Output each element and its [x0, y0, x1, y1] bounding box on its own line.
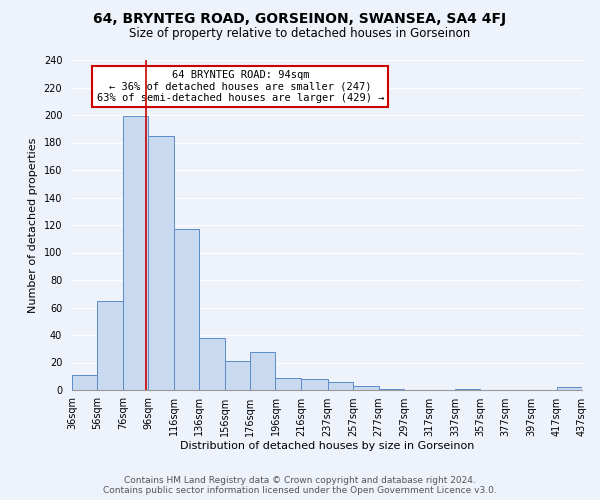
Bar — [301, 379, 328, 390]
Text: 64 BRYNTEG ROAD: 94sqm
← 36% of detached houses are smaller (247)
63% of semi-de: 64 BRYNTEG ROAD: 94sqm ← 36% of detached… — [97, 70, 384, 103]
Bar — [148, 136, 174, 390]
X-axis label: Distribution of detached houses by size in Gorseinon: Distribution of detached houses by size … — [180, 442, 474, 452]
Bar — [97, 300, 123, 390]
Bar — [353, 386, 379, 390]
Bar — [455, 388, 480, 390]
Bar — [72, 375, 97, 390]
Y-axis label: Number of detached properties: Number of detached properties — [28, 138, 38, 312]
Text: 64, BRYNTEG ROAD, GORSEINON, SWANSEA, SA4 4FJ: 64, BRYNTEG ROAD, GORSEINON, SWANSEA, SA… — [94, 12, 506, 26]
Text: Contains HM Land Registry data © Crown copyright and database right 2024.
Contai: Contains HM Land Registry data © Crown c… — [103, 476, 497, 495]
Bar — [379, 388, 404, 390]
Bar — [199, 338, 224, 390]
Bar — [328, 382, 353, 390]
Bar — [250, 352, 275, 390]
Bar — [557, 387, 582, 390]
Bar — [224, 361, 250, 390]
Bar — [275, 378, 301, 390]
Bar — [174, 229, 199, 390]
Bar — [123, 116, 148, 390]
Text: Size of property relative to detached houses in Gorseinon: Size of property relative to detached ho… — [130, 28, 470, 40]
